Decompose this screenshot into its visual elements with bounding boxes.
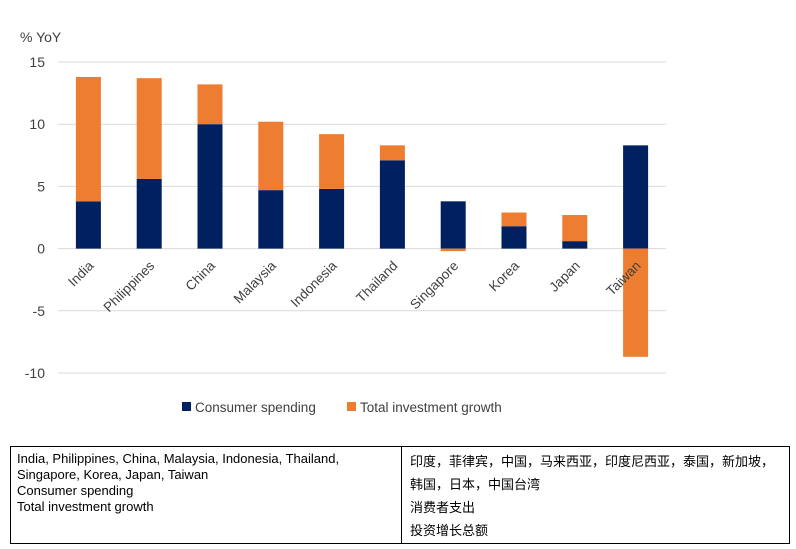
- translation-table: India, Philippines, China, Malaysia, Ind…: [10, 446, 790, 544]
- bar-consumer: [75, 201, 101, 249]
- y-axis-ticks: 15 10 5 0 -5 -10: [25, 54, 45, 381]
- legend: Consumer spending Total investment growt…: [182, 400, 502, 415]
- y-unit-label: % YoY: [20, 29, 62, 45]
- y-tick-label: 0: [37, 241, 45, 257]
- bar-consumer: [197, 124, 223, 249]
- bar-investment: [623, 248, 649, 357]
- legend-label-consumer: Consumer spending: [195, 400, 316, 415]
- bar-consumer: [562, 241, 588, 249]
- english-series-2: Total investment growth: [17, 499, 154, 514]
- bar-investment: [379, 145, 405, 161]
- x-tick-label: Singapore: [407, 258, 461, 312]
- x-tick-label: Philippines: [101, 258, 158, 315]
- chinese-column: 印度，菲律宾，中国，马来西亚，印度尼西亚，泰国，新加坡，韩国，日本，中国台湾 消…: [402, 447, 789, 543]
- bar-investment: [319, 134, 345, 189]
- bar-consumer: [440, 201, 466, 249]
- stacked-bar-chart: % YoY 15 10 5 0 -5 -10 India Philippines China M…: [20, 29, 666, 415]
- y-tick-label: 5: [37, 178, 45, 194]
- x-tick-label: Malaysia: [231, 258, 280, 307]
- bar-consumer: [258, 190, 284, 249]
- chinese-series-1: 消费者支出: [410, 501, 476, 516]
- chinese-categories: 印度，菲律宾，中国，马来西亚，印度尼西亚，泰国，新加坡，韩国，日本，中国台湾: [410, 455, 775, 493]
- legend-swatch-investment: [347, 402, 356, 411]
- legend-label-investment: Total investment growth: [360, 400, 502, 415]
- y-tick-label: 10: [29, 116, 45, 132]
- x-tick-label: Korea: [486, 258, 522, 294]
- english-categories: India, Philippines, China, Malaysia, Ind…: [17, 451, 340, 482]
- bar-investment: [562, 215, 588, 242]
- english-series-1: Consumer spending: [17, 483, 134, 498]
- bar-investment: [75, 76, 101, 202]
- x-tick-label: Japan: [546, 258, 583, 295]
- bar-consumer: [501, 226, 527, 249]
- bar-investment: [440, 248, 466, 252]
- legend-swatch-consumer: [182, 402, 191, 411]
- bar-investment: [136, 78, 162, 179]
- y-tick-label: -5: [33, 303, 46, 319]
- english-column: India, Philippines, China, Malaysia, Ind…: [11, 447, 402, 543]
- bar-consumer: [623, 145, 649, 249]
- bar-consumer: [319, 188, 345, 249]
- chinese-series-2: 投资增长总额: [410, 524, 489, 539]
- x-axis-ticks: India Philippines China Malaysia Indonesia Th…: [65, 258, 644, 315]
- x-tick-label: China: [183, 258, 219, 294]
- bar-investment: [501, 212, 527, 227]
- bar-investment: [197, 84, 223, 125]
- y-tick-label: -10: [25, 365, 45, 381]
- bars: [75, 76, 649, 357]
- bar-consumer: [136, 178, 162, 249]
- x-tick-label: Indonesia: [288, 258, 340, 310]
- x-tick-label: Thailand: [353, 258, 400, 305]
- y-tick-label: 15: [29, 54, 45, 70]
- bar-consumer: [379, 160, 405, 249]
- x-tick-label: India: [65, 258, 97, 290]
- bar-investment: [258, 121, 284, 191]
